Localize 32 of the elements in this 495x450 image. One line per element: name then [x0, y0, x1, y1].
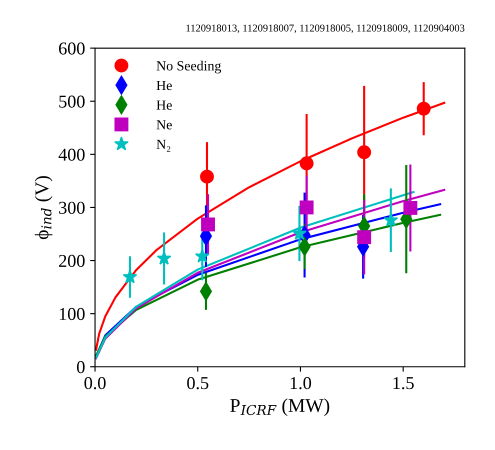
point [300, 156, 314, 170]
point [201, 217, 215, 232]
point [300, 200, 314, 214]
point [357, 230, 372, 244]
x-tick-label: 1.0 [290, 376, 312, 390]
y-tick-label: 300 [59, 202, 85, 214]
y-tick-label: 200 [59, 254, 85, 267]
legend-label: N₂ [156, 140, 170, 152]
point [200, 170, 214, 184]
point [416, 102, 431, 116]
legend-label: He [156, 80, 172, 90]
point [403, 201, 418, 215]
point [384, 212, 398, 227]
point [357, 145, 372, 160]
y-tick-label: 500 [59, 96, 85, 108]
y-tick-label: 600 [59, 42, 85, 55]
chart-title: 1120918013, 1120918007, 1120918005, 1120918009, 1120904003 [186, 24, 464, 34]
y-tick-label: 400 [58, 148, 85, 161]
x-tick-label: 1.5 [393, 377, 414, 390]
x-tick-label: 0.0 [84, 376, 106, 390]
legend-label: Ne [156, 120, 172, 130]
x-tick-label: 0.5 [187, 376, 208, 390]
point [122, 269, 138, 284]
y-tick-label: 0 [76, 361, 85, 374]
y-axis-title: ϕ$_{ind}$ (V) [34, 176, 52, 240]
y-tick-label: 100 [60, 308, 85, 320]
x-axis-title: P$_{ICRF}$ (MW) [230, 398, 330, 416]
legend-label: No Seeding [156, 60, 222, 74]
legend-label: He [156, 100, 172, 110]
point [292, 226, 307, 240]
point [194, 248, 210, 263]
point [156, 250, 172, 265]
